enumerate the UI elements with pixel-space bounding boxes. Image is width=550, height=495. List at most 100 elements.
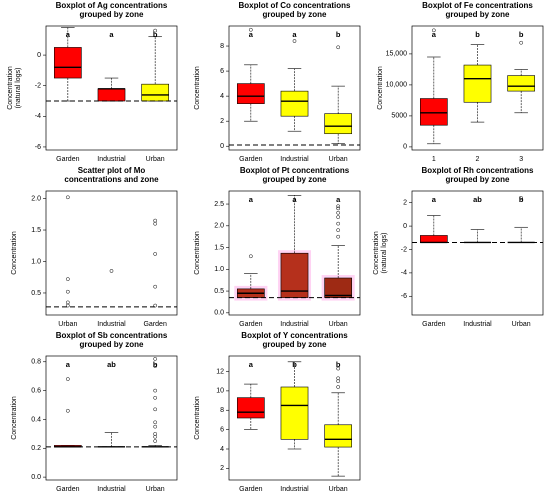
outlier [153, 439, 158, 443]
group-letter: b [475, 30, 480, 39]
point [65, 300, 70, 305]
x-tick-label: Urban [512, 321, 531, 328]
outlier [153, 424, 158, 429]
outlier [336, 204, 341, 209]
y-tick-label: 1.5 [31, 227, 41, 234]
group-letter: b [519, 195, 524, 204]
panel-title: Scatter plot of Mo [78, 166, 146, 175]
x-tick-label: 3 [519, 156, 523, 163]
y-tick-label: -4 [35, 113, 41, 120]
plot-frame [228, 355, 361, 481]
x-tick-label: Industrial [280, 321, 309, 328]
outlier [519, 40, 524, 45]
y-tick-label: 2.0 [214, 223, 224, 230]
y-tick-label: 2 [220, 465, 224, 472]
point [65, 289, 70, 294]
box [507, 75, 536, 92]
y-tick-label: 6 [220, 68, 224, 75]
y-tick-label: 0 [37, 52, 41, 59]
y-tick-label: 1.0 [31, 258, 41, 265]
group-letter: b [292, 360, 297, 369]
panel-title: grouped by zone [263, 10, 328, 19]
box [141, 83, 170, 102]
x-tick-label: Garden [56, 156, 79, 163]
y-tick-label: -6 [401, 293, 407, 300]
outlier [336, 45, 341, 50]
group-letter: a [292, 195, 297, 204]
outlier [153, 434, 158, 439]
plot-frame [45, 25, 178, 151]
point [65, 195, 70, 200]
box [463, 64, 492, 103]
point [65, 277, 70, 281]
y-axis-label: Concentration [194, 396, 201, 440]
y-tick-label: 0 [220, 143, 224, 150]
y-tick-label: 2.5 [214, 201, 224, 208]
y-tick-label: 0.6 [31, 387, 41, 394]
x-tick-label: Industrial [280, 486, 309, 493]
group-letter: b [519, 30, 524, 39]
plot-frame [411, 190, 544, 316]
box [280, 252, 309, 298]
outlier [336, 385, 341, 389]
x-tick-label: Urban [146, 486, 165, 493]
y-tick-label: -4 [401, 270, 407, 277]
x-tick-label: Industrial [280, 156, 309, 163]
outlier [153, 28, 158, 33]
y-axis-label: Concentration [194, 66, 201, 110]
outlier [336, 376, 341, 381]
outlier [153, 364, 158, 368]
panel-title: grouped by zone [263, 175, 328, 184]
y-axis-label: Concentration [377, 66, 384, 110]
y-tick-label: 0.5 [31, 290, 41, 297]
group-letter: a [249, 195, 254, 204]
y-tick-label: 2 [403, 200, 407, 207]
y-tick-label: -2 [35, 83, 41, 90]
panel-title: Boxplot of Ag concentrations [56, 1, 168, 10]
y-axis-label: (natural logs) [381, 233, 388, 274]
outlier [336, 234, 341, 239]
outlier [336, 221, 341, 226]
outlier [153, 407, 158, 412]
y-tick-label: -2 [401, 246, 407, 253]
outlier [153, 388, 158, 393]
point [153, 284, 158, 289]
y-tick-label: 5000 [391, 113, 407, 120]
box [324, 277, 353, 298]
y-axis-label: (natural logs) [15, 68, 22, 109]
y-axis-label: Concentration [373, 231, 380, 275]
plot-frame [228, 25, 361, 151]
outlier [248, 254, 253, 259]
panel-title: Boxplot of Fe concentrations [422, 1, 533, 10]
box [236, 83, 265, 104]
y-tick-label: 2.0 [31, 195, 41, 202]
y-tick-label: 10 [216, 388, 224, 395]
y-tick-label: 8 [220, 43, 224, 50]
group-letter: a [432, 195, 437, 204]
group-letter: b [153, 360, 158, 369]
panel-title: Boxplot of Y concentrations [241, 331, 348, 340]
x-tick-label: Garden [422, 321, 445, 328]
panel-title: grouped by zone [80, 340, 145, 349]
y-tick-label: 15,000 [386, 51, 408, 58]
box [280, 386, 309, 440]
point [153, 221, 158, 226]
box [97, 88, 126, 102]
group-letter: a [292, 30, 297, 39]
point [153, 303, 158, 308]
y-tick-label: 4 [220, 93, 224, 100]
group-letter: a [432, 30, 437, 39]
box [236, 397, 265, 419]
x-tick-label: 2 [476, 156, 480, 163]
outlier [431, 28, 436, 33]
group-letter: a [109, 30, 114, 39]
y-axis-label: Concentration [7, 66, 14, 110]
x-tick-label: Garden [239, 321, 262, 328]
y-tick-label: 0.8 [31, 359, 41, 366]
x-tick-label: Industrial [97, 486, 126, 493]
outlier [336, 210, 341, 215]
outlier [519, 196, 524, 200]
y-tick-label: 0.4 [31, 416, 41, 423]
x-tick-label: Urban [58, 321, 77, 328]
